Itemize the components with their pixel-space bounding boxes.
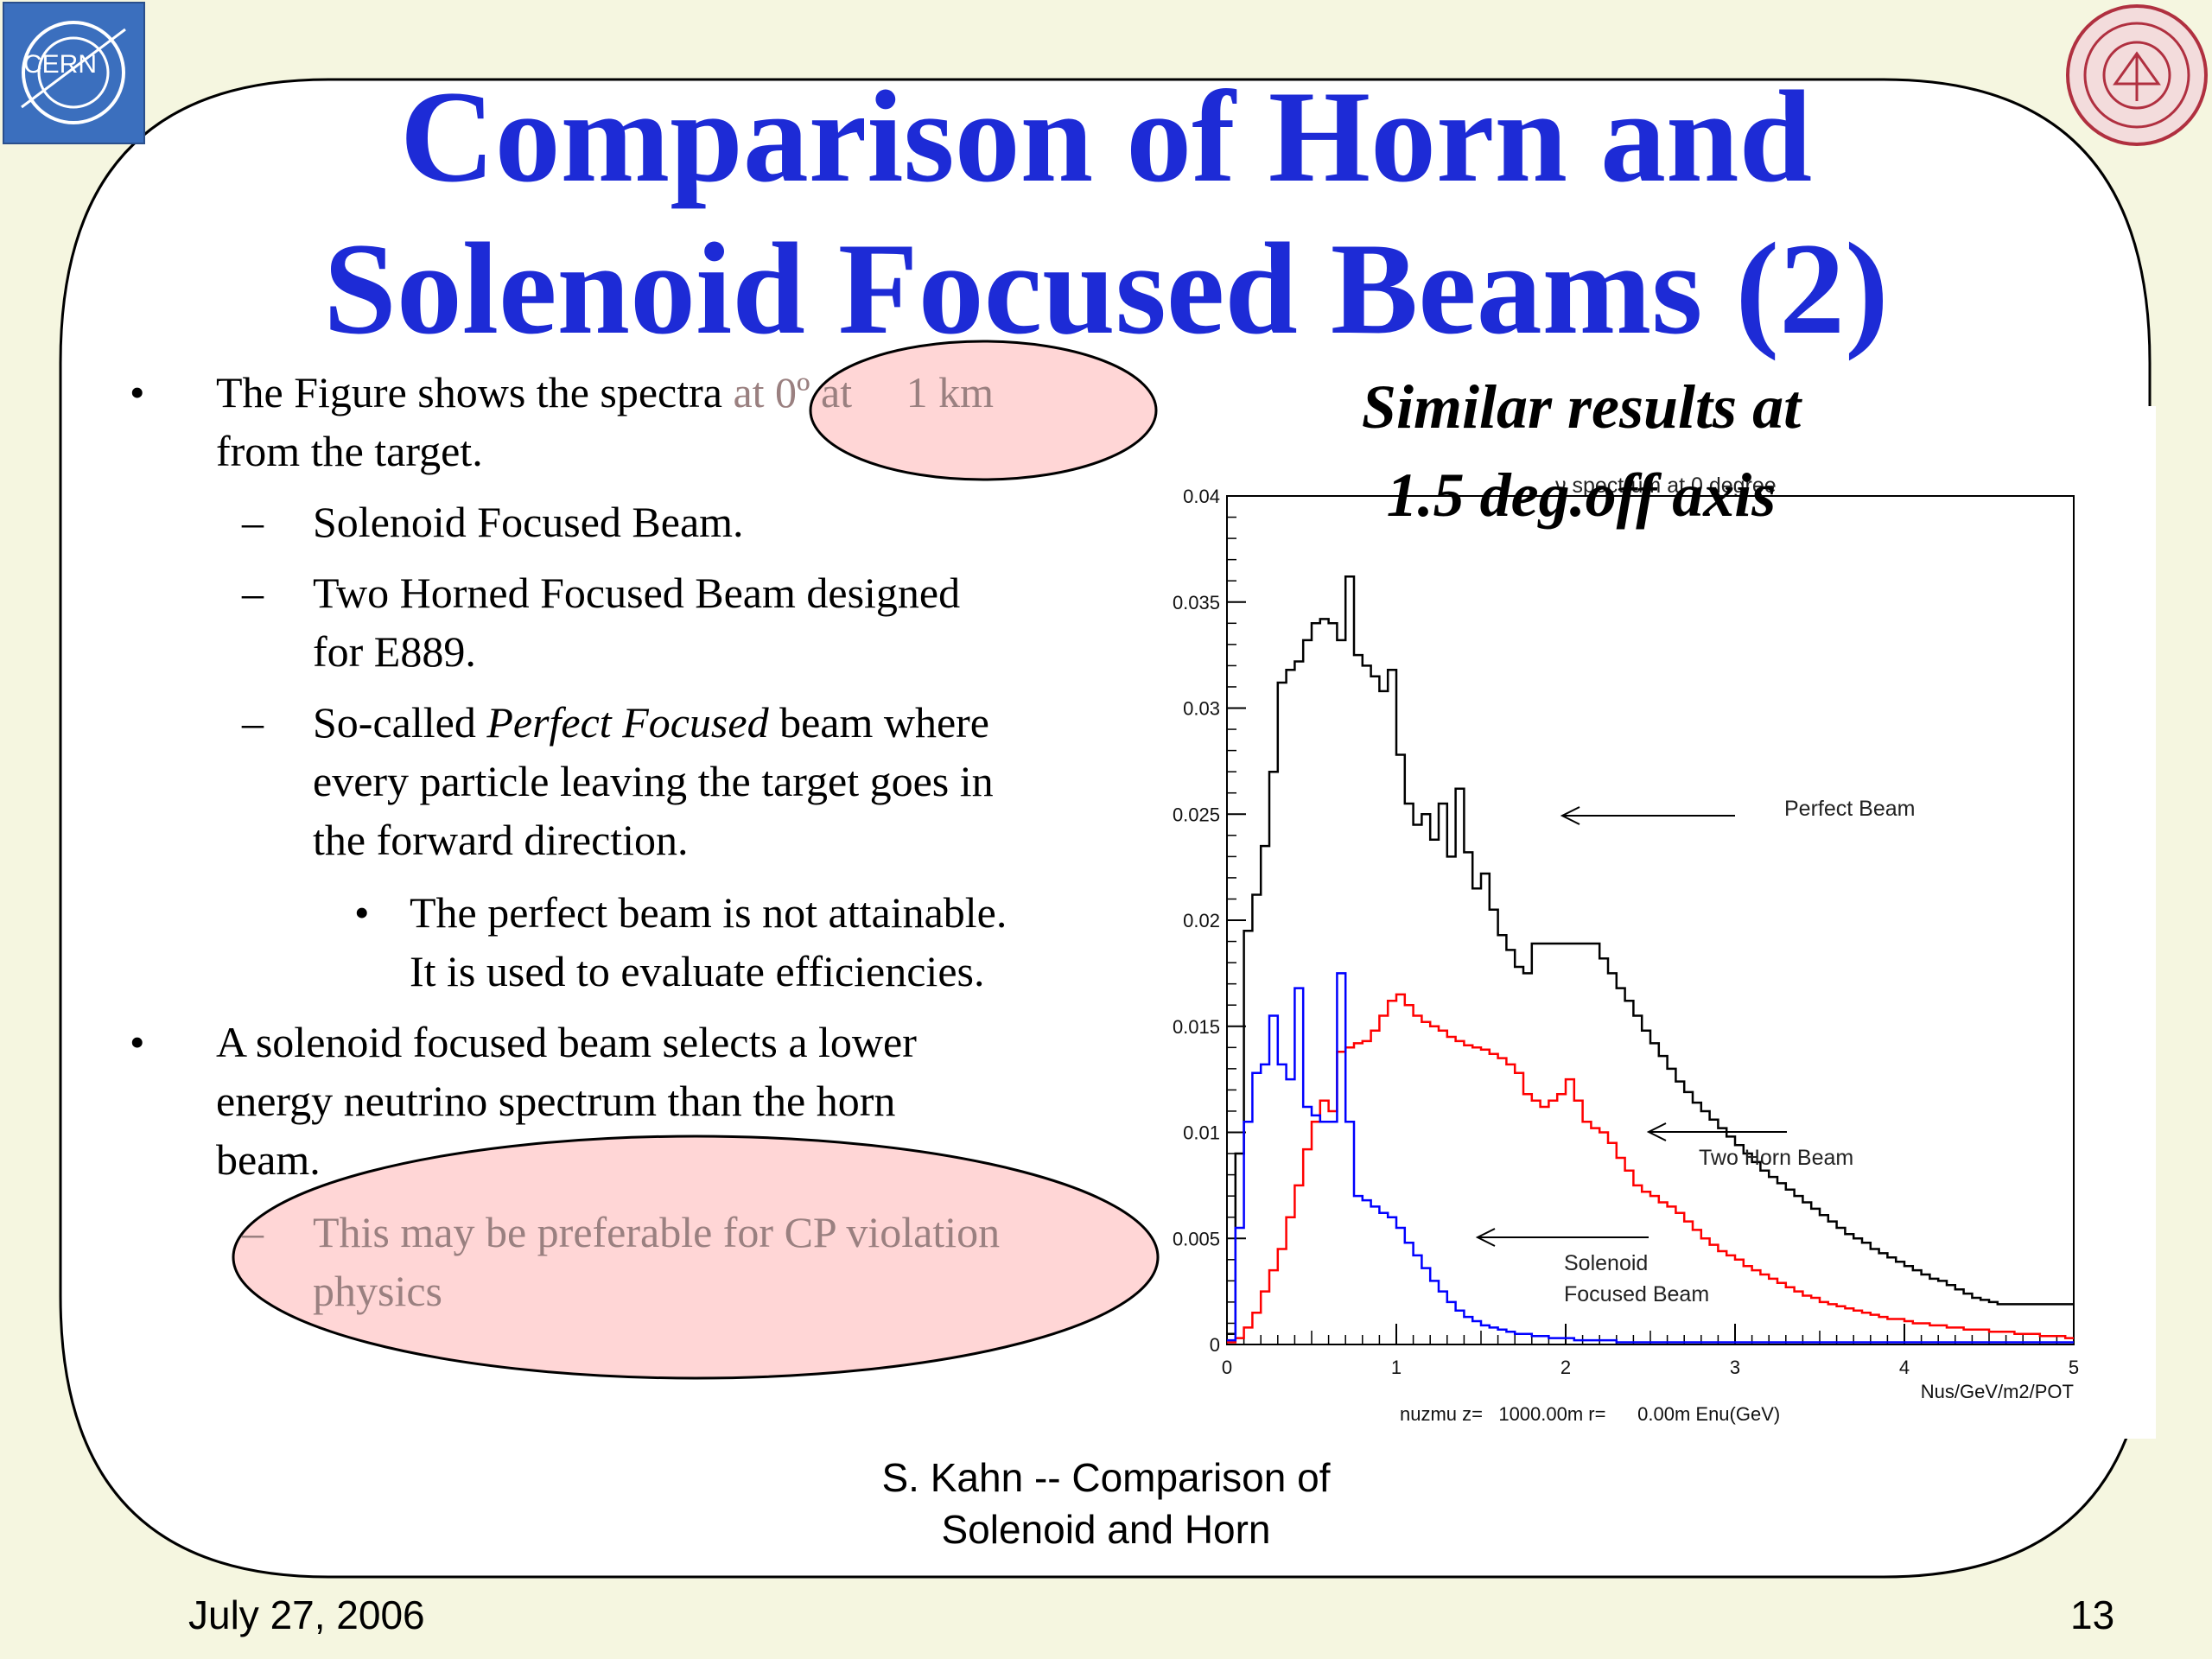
bullet-2-line-2: energy neutrino spectrum than the horn <box>216 1077 896 1125</box>
annotation-solenoid: Solenoid <box>1564 1251 1648 1275</box>
sub-bullet-3-emphasis: Perfect Focused <box>486 698 769 747</box>
footer-date: July 27, 2006 <box>188 1592 425 1637</box>
chart-subtitle-line-1: Similar results at <box>1361 372 1802 442</box>
bullet-2-line-3: beam. <box>216 1135 321 1184</box>
y-axis-label: Nus/GeV/m2/POT <box>1921 1381 2074 1402</box>
bullet-2-line-1: A solenoid focused beam selects a lower <box>216 1018 917 1066</box>
y-tick-label: 0.01 <box>1183 1122 1220 1144</box>
sub-bullet-4-marker: – <box>242 1208 264 1256</box>
x-axis-label: nuzmu z= 1000.00m r= 0.00m Enu(GeV) <box>1400 1403 1780 1425</box>
y-tick-label: 0.04 <box>1183 486 1220 507</box>
arrowhead-perfect-beam <box>1560 806 1580 825</box>
footer-center: S. Kahn -- Comparison of Solenoid and Ho… <box>778 1452 1434 1555</box>
x-tick-label: 3 <box>1730 1357 1740 1378</box>
bullet-1-line-2: from the target. <box>216 427 483 475</box>
sub-bullet-2-marker: – <box>242 569 264 617</box>
annotation-two-horn-beam: Two Horn Beam <box>1699 1146 1853 1170</box>
cern-logo-text: CERN <box>23 50 97 79</box>
bullet-2-marker: • <box>130 1018 145 1066</box>
sub-bullet-3-line-1: So-called Perfect Focused beam where <box>313 693 989 752</box>
annotation-arrows <box>1475 806 1787 1247</box>
y-tick-label: 0.005 <box>1173 1228 1220 1249</box>
y-tick-label: 0.03 <box>1183 698 1220 720</box>
footer-center-line-2: Solenoid and Horn <box>941 1507 1271 1552</box>
sub-bullet-1: Solenoid Focused Beam. <box>313 498 744 546</box>
arrowhead-two-horn-beam <box>1646 1122 1667 1141</box>
chart-background <box>1141 406 2156 1439</box>
sub-bullet-4-line-1: This may be preferable for CP violation <box>313 1208 1001 1256</box>
spectrum-chart: ν spectrum at 0 degree 0 0.005 0.01 0.015 0.… <box>1173 474 2079 1425</box>
sub-bullet-3-post: beam where <box>768 698 989 747</box>
y-axis: 0 0.005 0.01 0.015 0.02 0.025 0.03 0.035 0.04 <box>1173 486 1246 1356</box>
x-tick-label: 2 <box>1560 1357 1571 1378</box>
two-horn-beam-series <box>1227 993 2074 1344</box>
sub-bullet-3-line-2: every particle leaving the target goes i… <box>313 757 994 805</box>
x-tick-label: 1 <box>1391 1357 1402 1378</box>
sub-sub-bullet-marker: • <box>354 888 370 937</box>
slide-title-line-2: Solenoid Focused Beams (2) <box>323 216 1889 361</box>
slide-title-line-1: Comparison of Horn and <box>399 64 1813 209</box>
sub-sub-bullet-line-2: It is used to evaluate efficiencies. <box>410 947 985 995</box>
sub-bullet-3-line-3: the forward direction. <box>313 816 689 864</box>
arrowhead-solenoid-beam <box>1475 1228 1496 1247</box>
sub-sub-bullet-line-1: The perfect beam is not attainable. <box>410 888 1007 937</box>
bullet-1-line-1: The Figure shows the spectra at 0º at 1 … <box>216 363 994 422</box>
y-tick-label: 0 <box>1210 1334 1220 1356</box>
chart-subtitle-line-2: 1.5 deg.off axis <box>1386 461 1777 530</box>
sub-bullet-3-marker: – <box>242 698 264 747</box>
sub-bullet-1-marker: – <box>242 498 264 546</box>
annotation-perfect-beam: Perfect Beam <box>1784 797 1915 821</box>
university-seal-icon <box>2063 2 2210 149</box>
highlight-ellipse-cp <box>232 1135 1160 1380</box>
y-tick-label: 0.015 <box>1173 1016 1220 1038</box>
sub-bullet-3-pre: So-called <box>313 698 487 747</box>
bullet-1-marker: • <box>130 368 145 416</box>
x-tick-label: 5 <box>2069 1357 2079 1378</box>
solenoid-focused-beam-series <box>1227 972 2074 1344</box>
x-axis: 0 1 2 3 4 5 <box>1222 1324 2079 1378</box>
bullet-1-highlight: at 0º at 1 km <box>733 368 995 416</box>
y-tick-label: 0.02 <box>1183 910 1220 931</box>
chart-title: ν spectrum at 0 degree <box>1555 474 1777 498</box>
annotation-focused-beam: Focused Beam <box>1564 1282 1709 1306</box>
cern-logo-icon: CERN <box>3 2 145 144</box>
x-tick-label: 0 <box>1222 1357 1232 1378</box>
perfect-beam-series <box>1227 575 2074 1335</box>
bullet-1-text: The Figure shows the spectra <box>216 368 734 416</box>
y-tick-label: 0.035 <box>1173 592 1220 613</box>
footer-page-number: 13 <box>2070 1592 2115 1637</box>
highlight-ellipse-angle <box>809 340 1158 481</box>
x-tick-label: 4 <box>1899 1357 1910 1378</box>
sub-bullet-4-line-2: physics <box>313 1267 442 1315</box>
sub-bullet-2-line-1: Two Horned Focused Beam designed <box>313 569 961 617</box>
footer-center-line-1: S. Kahn -- Comparison of <box>881 1455 1331 1500</box>
sub-bullet-2-line-2: for E889. <box>313 627 476 676</box>
y-tick-label: 0.025 <box>1173 804 1220 825</box>
slide-title: Comparison of Horn and Solenoid Focused … <box>138 60 2074 365</box>
series-layer <box>1227 575 2074 1344</box>
chart-subtitle: Similar results at 1.5 deg.off axis <box>1270 363 1892 539</box>
